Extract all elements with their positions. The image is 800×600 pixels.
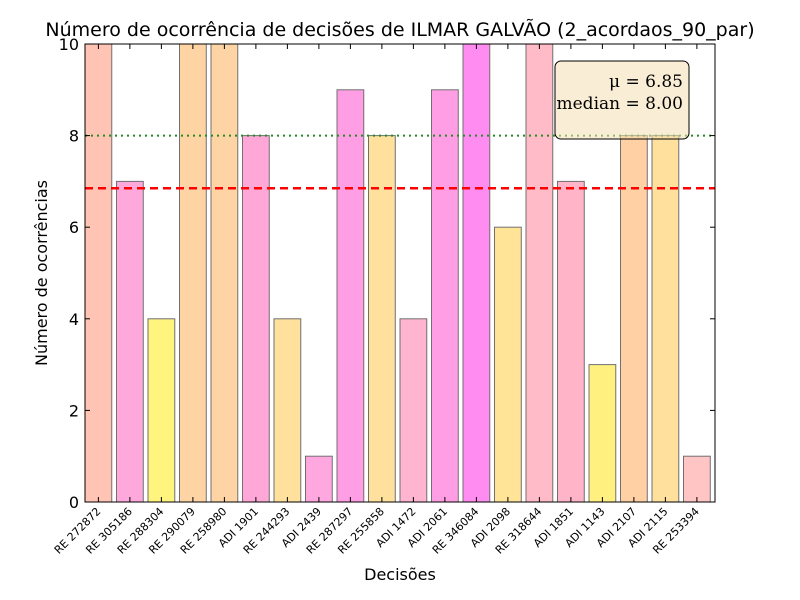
plot-frame [84,43,716,503]
bar-adi-1851 [557,180,585,503]
y-axis-ticks: 0 2 4 6 8 10 [59,35,715,512]
y-tick-label: 0 [69,493,79,512]
bar-adi-2098 [494,226,522,503]
bar-re-253394 [683,455,711,503]
bars-group [84,43,711,503]
bar-re-244293 [273,318,302,503]
stats-box-background [554,60,690,140]
y-axis-label: Número de ocorrências [32,180,51,366]
bar-re-255858 [368,135,396,503]
y-tick-label: 4 [69,310,79,329]
mean-label: μ = 6.85 [609,72,683,92]
y-tick-label: 2 [69,401,79,420]
reference-lines [85,134,715,190]
bar-re-272872 [84,43,113,503]
bar-re-258980 [210,43,239,503]
y-tick-label: 6 [69,218,79,237]
bar-adi-1143 [588,364,617,503]
bar-re-287297 [336,89,365,503]
bar-re-305186 [116,180,144,503]
median-label: median = 8.00 [557,94,684,114]
chart-title: Número de ocorrência de decisões de ILMA… [45,18,754,41]
bar-adi-2115 [651,135,680,503]
y-tick-label: 8 [69,127,79,146]
bar-re-346084 [462,43,491,503]
bar-re-288304 [147,318,176,503]
bar-adi-1901 [242,135,270,503]
bar-re-290079 [179,43,207,503]
bar-adi-1472 [399,318,428,503]
bar-adi-2439 [305,455,333,503]
x-axis-label: Decisões [364,565,436,584]
bar-re-318644 [525,43,554,503]
bar-adi-2107 [620,135,648,503]
y-tick-label: 10 [59,35,79,54]
bar-adi-2061 [431,89,459,503]
